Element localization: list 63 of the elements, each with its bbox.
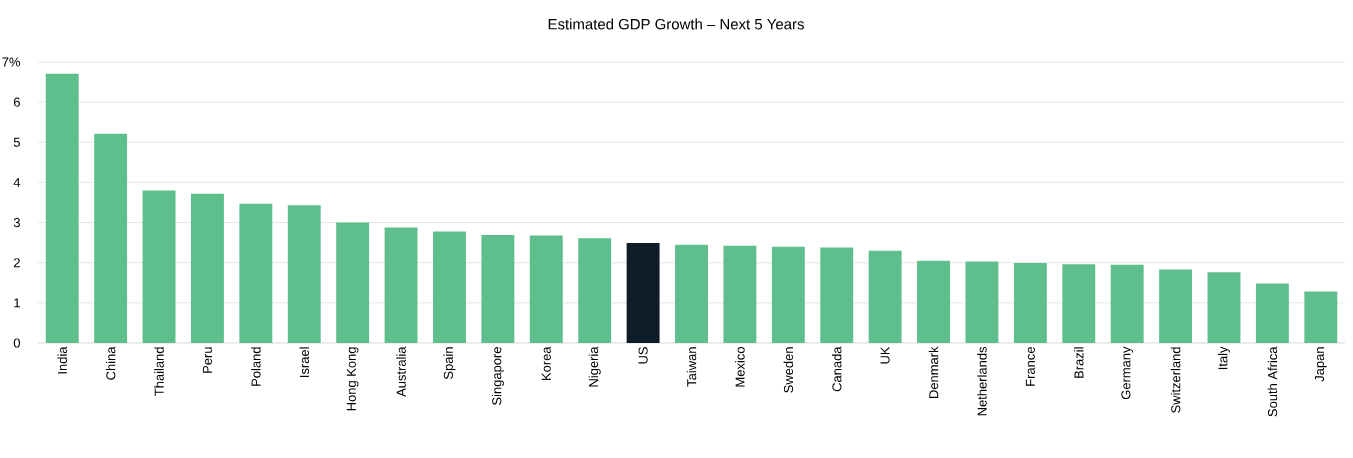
x-tick-label: Korea <box>541 346 551 380</box>
bar <box>820 247 854 343</box>
x-tick-label: Switzerland <box>1170 347 1181 413</box>
bar <box>1062 264 1096 343</box>
bar <box>239 203 273 343</box>
x-tick-label: Australia <box>396 346 406 397</box>
y-tick-label: 5 <box>13 137 20 147</box>
x-tick-label: Hong Kong <box>346 347 359 411</box>
bar <box>384 227 418 343</box>
bar <box>675 244 708 343</box>
x-tick-label: South Africa <box>1267 346 1278 417</box>
y-tick-label: 7% <box>2 57 21 67</box>
bar <box>1159 269 1193 343</box>
bar <box>94 133 128 343</box>
bar <box>1304 291 1338 343</box>
x-tick-label: India <box>57 346 67 374</box>
bar <box>190 193 224 343</box>
x-tick-label: Brazil <box>1074 347 1084 378</box>
y-tick-label: 0 <box>13 338 20 348</box>
bar <box>433 231 466 343</box>
y-tick-label: 2 <box>13 258 20 268</box>
x-tick-label: Singapore <box>491 347 504 405</box>
x-tick-label: Italy <box>1217 346 1231 370</box>
bar <box>965 261 999 343</box>
bar <box>481 235 515 343</box>
x-tick-label: Denmark <box>928 346 939 398</box>
bar <box>142 190 176 343</box>
bar <box>626 243 660 343</box>
bar <box>1255 283 1289 343</box>
x-tick-label: Mexico <box>735 347 745 387</box>
x-tick-label: Netherlands <box>977 346 987 416</box>
x-tick-label: France <box>1025 347 1035 386</box>
x-tick-label: US <box>638 347 648 364</box>
x-tick-label: Thailand <box>154 347 164 396</box>
y-tick-label: 3 <box>13 217 20 228</box>
bar <box>1013 263 1047 343</box>
chart-title: Estimated GDP Growth – Next 5 Years <box>548 18 804 30</box>
y-tick-label: 4 <box>13 177 21 187</box>
bar <box>529 235 563 343</box>
y-tick-label: 1 <box>14 298 20 308</box>
x-tick-label: Sweden <box>783 347 794 393</box>
x-tick-label: Peru <box>202 347 212 373</box>
bar <box>917 260 951 343</box>
x-tick-label: Israel <box>299 347 310 377</box>
bar <box>1110 264 1144 343</box>
x-tick-label: Nigeria <box>588 346 601 387</box>
x-tick-label: China <box>105 346 116 380</box>
x-tick-label: UK <box>880 346 890 364</box>
bar <box>723 245 757 343</box>
x-tick-label: Poland <box>251 347 261 386</box>
bar <box>868 250 902 343</box>
x-tick-label: Germany <box>1121 346 1134 400</box>
bar <box>45 73 79 343</box>
bar <box>287 205 321 343</box>
x-tick-label: Spain <box>443 347 456 380</box>
bar <box>1207 272 1241 343</box>
bar <box>578 238 612 343</box>
bar <box>336 222 370 343</box>
x-tick-label: Canada <box>831 346 842 392</box>
x-tick-label: Taiwan <box>686 347 697 387</box>
bar <box>771 246 805 343</box>
x-tick-label: Japan <box>1315 347 1327 382</box>
y-tick-label: 6 <box>13 97 20 107</box>
